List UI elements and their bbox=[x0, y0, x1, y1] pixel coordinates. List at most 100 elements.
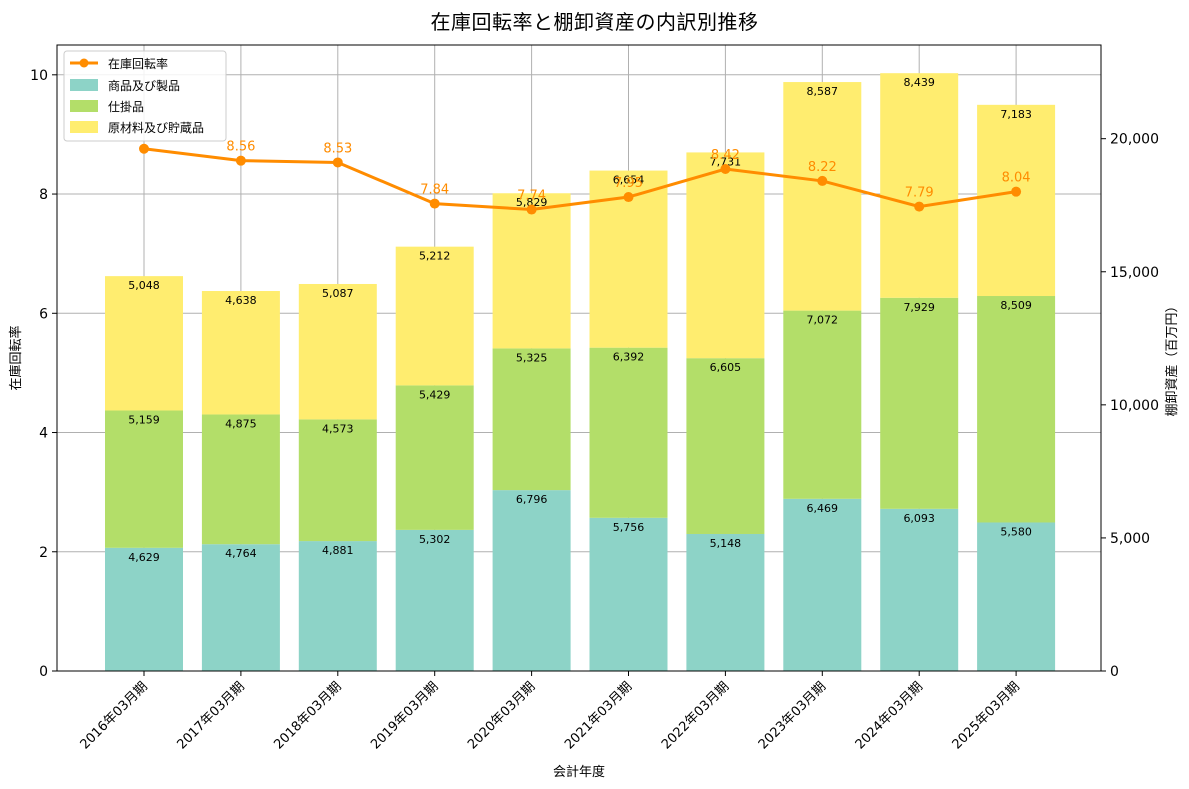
bar-segment-label: 5,087 bbox=[322, 287, 354, 300]
bar-segment-label: 5,325 bbox=[516, 351, 548, 364]
bar-segment bbox=[492, 490, 571, 671]
y-right-tick-label: 10,000 bbox=[1110, 398, 1159, 414]
turnover-line bbox=[143, 147, 1017, 212]
bar-segment bbox=[686, 358, 765, 534]
y-left-tick-label: 8 bbox=[39, 187, 48, 203]
bar-segment-label: 4,875 bbox=[225, 417, 257, 430]
turnover-point bbox=[139, 143, 149, 154]
y-left-tick-label: 6 bbox=[39, 306, 48, 322]
bar-segment bbox=[880, 297, 959, 509]
turnover-label: 7.95 bbox=[614, 176, 643, 191]
chart-title: 在庫回転率と棚卸資産の内訳別推移 bbox=[430, 10, 759, 34]
turnover-label: 7.84 bbox=[420, 183, 449, 198]
x-tick-label: 2017年03月期 bbox=[174, 679, 247, 752]
y-left-tick-label: 2 bbox=[39, 545, 48, 561]
bar-segment-label: 5,148 bbox=[710, 537, 742, 550]
legend-swatch bbox=[70, 121, 98, 133]
bar-segment bbox=[298, 283, 377, 420]
bar-segment-label: 6,392 bbox=[613, 351, 645, 364]
bar-segment bbox=[395, 246, 474, 386]
bar-segment-label: 6,796 bbox=[516, 493, 548, 506]
x-tick-label: 2020年03月期 bbox=[465, 679, 538, 752]
bar-segment-label: 5,302 bbox=[419, 533, 451, 546]
y-right-tick-label: 0 bbox=[1110, 664, 1119, 680]
y-left-tick-label: 10 bbox=[30, 68, 48, 84]
bar-segment bbox=[201, 544, 280, 671]
bar-segment bbox=[105, 276, 183, 411]
y-right-tick-label: 20,000 bbox=[1110, 132, 1159, 148]
bar-segment bbox=[201, 414, 280, 545]
x-tick-label: 2023年03月期 bbox=[756, 679, 829, 752]
legend-entry-label: 仕掛品 bbox=[108, 99, 144, 114]
turnover-point bbox=[720, 164, 731, 175]
turnover-label: 8.04 bbox=[1002, 171, 1031, 186]
y-left-tick-label: 4 bbox=[39, 426, 48, 442]
bar-segment bbox=[492, 193, 571, 349]
turnover-label: 8.42 bbox=[711, 148, 740, 163]
y-left-axis-label: 在庫回転率 bbox=[8, 325, 24, 390]
bar-segment-label: 6,605 bbox=[710, 361, 742, 374]
bar-segment-label: 4,638 bbox=[225, 294, 257, 307]
bar-segment bbox=[105, 547, 183, 671]
x-tick-label: 2024年03月期 bbox=[853, 679, 926, 752]
bar-segment-label: 8,509 bbox=[1000, 299, 1032, 312]
bar-segment bbox=[880, 508, 959, 671]
bar-segment-label: 4,764 bbox=[225, 547, 257, 560]
bar-segment-label: 6,093 bbox=[903, 512, 935, 525]
bar-segment bbox=[201, 291, 280, 415]
bar-segment bbox=[977, 522, 1056, 671]
bar-segment-label: 7,929 bbox=[903, 301, 935, 314]
bar-segment-label: 5,212 bbox=[419, 250, 451, 263]
bar-segment bbox=[977, 296, 1056, 523]
bar-segment-label: 8,439 bbox=[903, 76, 935, 89]
bar-segment-label: 4,629 bbox=[128, 551, 160, 564]
x-axis-label: 会計年度 bbox=[553, 764, 605, 780]
bar-segment bbox=[395, 385, 474, 530]
legend-swatch bbox=[70, 100, 98, 112]
bar-segment-label: 7,731 bbox=[710, 155, 742, 168]
y-right-tick-label: 5,000 bbox=[1110, 531, 1150, 547]
turnover-point bbox=[526, 204, 537, 215]
legend-box bbox=[63, 50, 227, 142]
turnover-point bbox=[1011, 186, 1022, 197]
turnover-point bbox=[623, 192, 634, 203]
bar-segment bbox=[589, 517, 668, 671]
legend-entry-label: 在庫回転率 bbox=[108, 56, 168, 71]
bar-segment-label: 6,654 bbox=[613, 174, 645, 187]
legend-line-marker bbox=[79, 58, 89, 68]
turnover-point bbox=[235, 155, 246, 166]
turnover-label: 8.22 bbox=[808, 160, 837, 175]
x-tick-label: 2022年03月期 bbox=[659, 679, 732, 752]
bar-segment bbox=[686, 152, 765, 359]
plot-frame bbox=[56, 44, 1102, 672]
legend-entry-label: 原材料及び貯蔵品 bbox=[108, 121, 204, 135]
bar-segment-label: 5,048 bbox=[128, 279, 160, 292]
bar-segment-label: 6,469 bbox=[807, 502, 839, 515]
bar-segment bbox=[783, 498, 862, 671]
turnover-label: 7.79 bbox=[905, 186, 934, 201]
bar-segment bbox=[395, 529, 474, 671]
bar-segment-label: 5,580 bbox=[1000, 525, 1032, 538]
legend-swatch bbox=[70, 79, 98, 91]
bar-segment bbox=[298, 419, 377, 542]
bar-segment bbox=[880, 73, 959, 298]
bar-segment-label: 8,587 bbox=[807, 85, 839, 98]
bar-segment bbox=[783, 310, 862, 499]
bar-segment-label: 5,829 bbox=[516, 196, 548, 209]
bar-segment-label: 7,072 bbox=[807, 314, 839, 327]
bar-segment bbox=[977, 104, 1056, 297]
turnover-point bbox=[914, 201, 925, 212]
x-tick-label: 2021年03月期 bbox=[562, 679, 635, 752]
turnover-point bbox=[429, 198, 440, 209]
bar-segment-label: 5,756 bbox=[613, 521, 645, 534]
bar-segment bbox=[783, 82, 862, 311]
x-tick-label: 2016年03月期 bbox=[78, 679, 151, 752]
bar-segment-label: 7,183 bbox=[1000, 108, 1032, 121]
turnover-label: 8.56 bbox=[226, 140, 255, 155]
x-tick-label: 2018年03月期 bbox=[271, 679, 344, 752]
bar-segment-label: 4,881 bbox=[322, 544, 354, 557]
turnover-label: 8.53 bbox=[323, 141, 352, 156]
bar-segment-label: 5,429 bbox=[419, 388, 451, 401]
bar-segment bbox=[686, 533, 765, 671]
